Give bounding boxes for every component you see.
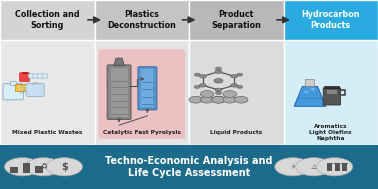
Circle shape <box>46 158 82 176</box>
FancyBboxPatch shape <box>284 0 378 40</box>
Circle shape <box>19 86 20 87</box>
Circle shape <box>237 73 243 76</box>
Circle shape <box>199 74 206 78</box>
FancyBboxPatch shape <box>342 164 347 171</box>
Circle shape <box>223 96 237 103</box>
Circle shape <box>189 96 203 103</box>
Circle shape <box>237 85 243 88</box>
FancyBboxPatch shape <box>341 163 348 164</box>
Circle shape <box>200 91 214 98</box>
Circle shape <box>25 158 62 176</box>
FancyBboxPatch shape <box>36 166 43 173</box>
FancyBboxPatch shape <box>284 40 378 145</box>
FancyBboxPatch shape <box>327 90 337 94</box>
FancyBboxPatch shape <box>20 73 29 81</box>
Circle shape <box>296 158 332 176</box>
FancyBboxPatch shape <box>189 40 284 145</box>
Circle shape <box>214 79 223 83</box>
Text: Catalytic Fast Pyrolysis: Catalytic Fast Pyrolysis <box>103 130 181 135</box>
FancyBboxPatch shape <box>22 72 27 73</box>
Circle shape <box>5 158 41 176</box>
Text: Product
Separation: Product Separation <box>211 10 261 29</box>
FancyBboxPatch shape <box>334 163 340 164</box>
Circle shape <box>215 70 222 74</box>
FancyBboxPatch shape <box>189 0 284 40</box>
Circle shape <box>215 91 222 94</box>
FancyBboxPatch shape <box>15 84 33 91</box>
Text: Aromatics
Light Olefins
Naphtha: Aromatics Light Olefins Naphtha <box>310 124 352 141</box>
FancyBboxPatch shape <box>10 167 18 173</box>
Text: ♻: ♻ <box>40 162 47 171</box>
Text: Liquid Products: Liquid Products <box>210 130 262 135</box>
Text: $: $ <box>61 162 68 172</box>
Polygon shape <box>114 58 124 66</box>
FancyBboxPatch shape <box>107 65 131 119</box>
Circle shape <box>223 91 237 98</box>
Circle shape <box>215 88 222 92</box>
Circle shape <box>311 88 315 91</box>
FancyBboxPatch shape <box>28 74 34 78</box>
Circle shape <box>231 84 238 87</box>
Text: Collection and
Sorting: Collection and Sorting <box>15 10 79 29</box>
FancyBboxPatch shape <box>327 163 333 164</box>
FancyBboxPatch shape <box>110 68 127 117</box>
FancyBboxPatch shape <box>42 74 47 78</box>
Text: Hydrocarbon
Products: Hydrocarbon Products <box>302 10 360 29</box>
FancyBboxPatch shape <box>0 0 94 40</box>
Circle shape <box>25 86 27 87</box>
FancyBboxPatch shape <box>98 49 185 139</box>
Circle shape <box>275 158 311 176</box>
FancyBboxPatch shape <box>0 145 378 189</box>
Text: ⚡: ⚡ <box>291 164 295 170</box>
FancyBboxPatch shape <box>0 40 94 145</box>
Text: ⚠: ⚠ <box>311 164 317 170</box>
Circle shape <box>234 96 248 103</box>
Circle shape <box>194 73 200 76</box>
FancyBboxPatch shape <box>26 83 44 97</box>
FancyBboxPatch shape <box>327 164 332 171</box>
FancyBboxPatch shape <box>23 163 30 173</box>
FancyBboxPatch shape <box>94 0 189 40</box>
FancyBboxPatch shape <box>305 79 314 87</box>
Circle shape <box>215 67 222 70</box>
Circle shape <box>212 96 225 103</box>
FancyBboxPatch shape <box>141 69 153 107</box>
FancyBboxPatch shape <box>94 40 189 145</box>
Text: Techno-Economic Analysis and
Life Cycle Assessment: Techno-Economic Analysis and Life Cycle … <box>105 156 273 178</box>
FancyBboxPatch shape <box>138 67 157 110</box>
FancyBboxPatch shape <box>37 74 43 78</box>
Circle shape <box>212 96 225 103</box>
Circle shape <box>194 85 200 88</box>
Text: Plastics
Deconstruction: Plastics Deconstruction <box>107 10 176 29</box>
Circle shape <box>29 86 30 87</box>
Circle shape <box>316 158 353 176</box>
FancyBboxPatch shape <box>323 88 341 105</box>
Circle shape <box>22 86 23 87</box>
Polygon shape <box>294 87 326 106</box>
FancyBboxPatch shape <box>324 86 339 88</box>
Circle shape <box>200 96 214 103</box>
Circle shape <box>304 91 308 93</box>
Circle shape <box>199 84 206 87</box>
Circle shape <box>231 74 238 78</box>
FancyBboxPatch shape <box>10 81 16 85</box>
Text: Mixed Plastic Wastes: Mixed Plastic Wastes <box>12 130 82 135</box>
FancyBboxPatch shape <box>3 84 23 100</box>
FancyBboxPatch shape <box>335 164 339 171</box>
FancyBboxPatch shape <box>33 74 38 78</box>
